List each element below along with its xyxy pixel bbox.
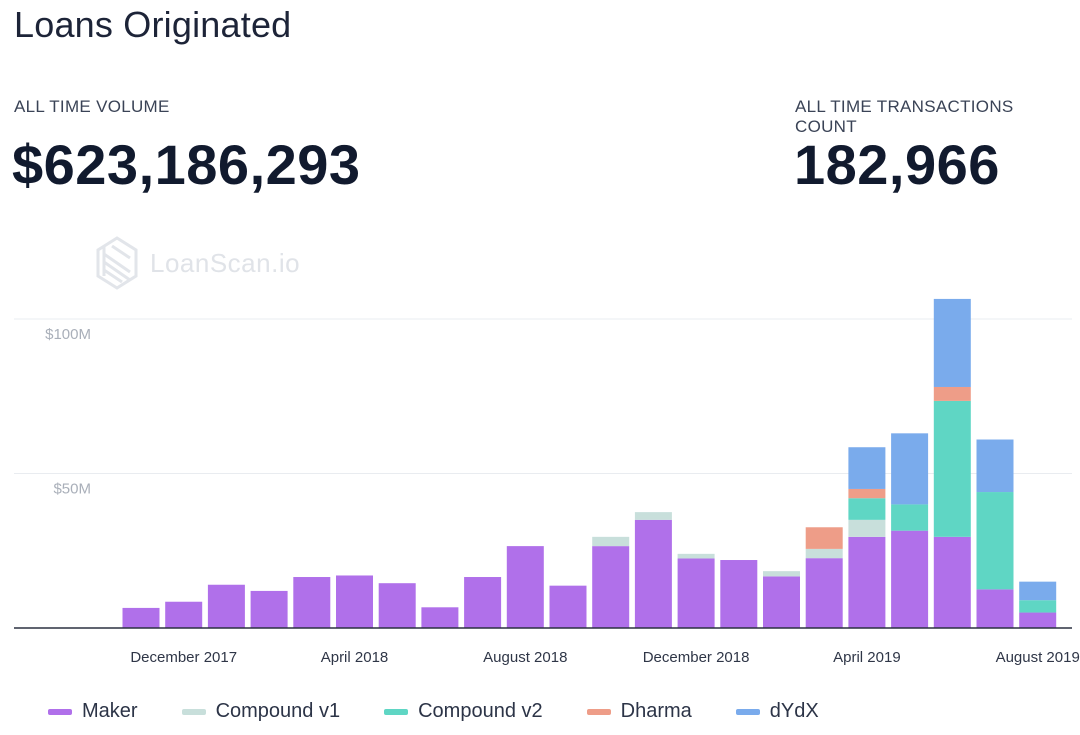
- y-tick-label: $100M: [45, 326, 91, 343]
- bar-segment-compound-v1: [677, 553, 715, 559]
- x-tick-label: December 2018: [643, 649, 750, 666]
- legend-item-maker[interactable]: Maker: [48, 700, 138, 723]
- loanscan-watermark: LoanScan.io: [92, 236, 300, 290]
- bar-segment-dydx: [933, 298, 971, 387]
- bar-segment-maker: [763, 576, 800, 628]
- bar-segment-compound-v1: [592, 536, 630, 547]
- legend-label: Dharma: [620, 700, 692, 722]
- bar-segment-maker: [805, 558, 843, 628]
- bar-segment-dharma: [805, 527, 843, 549]
- bar-segment-maker: [165, 601, 203, 628]
- bar-segment-compound-v1: [763, 571, 800, 577]
- page-title: Loans Originated: [14, 4, 292, 45]
- transactions-count-label: ALL TIME TRANSACTIONS COUNT: [795, 97, 1014, 136]
- bar-segment-maker: [848, 536, 886, 628]
- bar-segment-maker: [250, 590, 288, 628]
- bar-segment-maker: [378, 583, 416, 628]
- bar-segment-dharma: [848, 488, 886, 499]
- bar-segment-maker: [293, 577, 331, 628]
- bar-segment-compound-v1: [805, 548, 843, 559]
- legend-swatch: [735, 708, 760, 715]
- x-tick-label: December 2017: [130, 649, 237, 666]
- legend-label: Maker: [82, 700, 138, 722]
- bar-segment-maker: [207, 584, 245, 628]
- legend-item-dydx[interactable]: dYdX: [735, 700, 819, 723]
- bar-segment-compound-v2: [1019, 600, 1057, 613]
- legend-item-compound-v2[interactable]: Compound v2: [384, 700, 543, 723]
- bar-segment-maker: [976, 589, 1014, 628]
- legend-label: Compound v2: [418, 700, 543, 722]
- bar-segment-maker: [592, 546, 630, 628]
- bar-segment-maker: [421, 607, 459, 628]
- bar-segment-dharma: [933, 386, 971, 401]
- legend-swatch: [181, 708, 206, 715]
- bar-segment-maker: [336, 575, 373, 628]
- legend-item-compound-v1[interactable]: Compound v1: [181, 700, 341, 723]
- bar-segment-maker: [891, 530, 929, 628]
- bar-segment-compound-v1: [634, 512, 672, 520]
- bar-segment-compound-v2: [848, 498, 886, 520]
- chart-legend: Maker Compound v1 Compound v2 Dharma dYdX: [48, 700, 819, 723]
- bar-segment-maker: [506, 546, 544, 628]
- watermark-text: LoanScan.io: [150, 247, 301, 278]
- bar-segment-compound-v1: [848, 519, 886, 537]
- x-tick-label: August 2018: [483, 649, 567, 666]
- bar-segment-maker: [677, 558, 715, 628]
- loanscan-logo-icon: [96, 236, 138, 290]
- transactions-count-value: 182,966: [794, 133, 1000, 196]
- legend-label: dYdX: [769, 700, 819, 722]
- all-time-volume-label: ALL TIME VOLUME: [14, 97, 170, 116]
- bar-segment-maker: [464, 577, 502, 628]
- legend-swatch: [384, 708, 409, 715]
- legend-label: Compound v1: [215, 700, 341, 722]
- bar-segment-compound-v2: [891, 504, 929, 531]
- bar-segment-dydx: [848, 447, 886, 489]
- x-tick-label: April 2019: [833, 649, 901, 666]
- bar-segment-dydx: [976, 439, 1014, 493]
- bar-segment-maker: [1019, 612, 1057, 628]
- bar-segment-maker: [720, 560, 758, 628]
- legend-swatch: [48, 708, 72, 715]
- bar-segment-maker: [122, 607, 160, 628]
- bar-segment-dydx: [891, 433, 929, 505]
- x-tick-label: August 2019: [996, 649, 1080, 666]
- bar-segment-dydx: [1019, 581, 1057, 601]
- bar-segment-maker: [549, 585, 587, 628]
- bar-segment-compound-v2: [933, 400, 971, 537]
- legend-swatch: [586, 708, 611, 715]
- x-tick-label: April 2018: [321, 649, 389, 666]
- bar-segment-maker: [933, 536, 971, 628]
- y-tick-label: $50M: [53, 481, 91, 498]
- bar-segment-compound-v2: [976, 492, 1014, 590]
- bar-segment-maker: [634, 519, 672, 628]
- legend-item-dharma[interactable]: Dharma: [586, 700, 692, 723]
- all-time-volume-value: $623,186,293: [12, 133, 361, 196]
